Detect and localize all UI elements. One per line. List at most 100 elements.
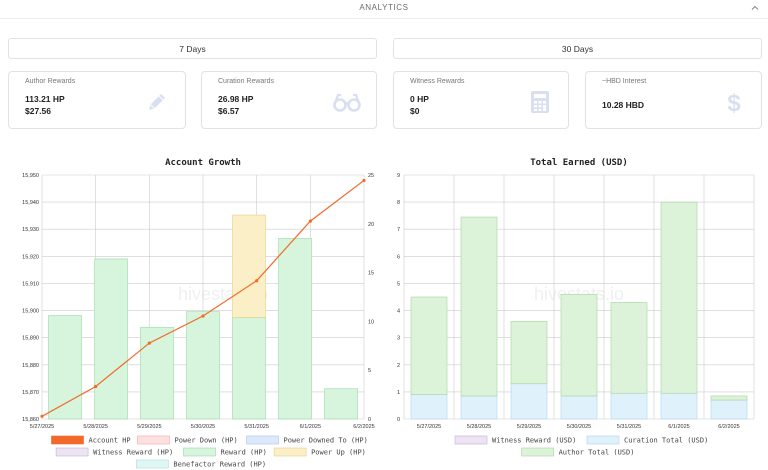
pencil-icon (149, 94, 165, 110)
curation-bar (510, 383, 548, 420)
reward-bar (48, 315, 82, 420)
card-value-usd: $0 (410, 106, 420, 116)
reward-bar (94, 258, 128, 420)
author-bar (660, 201, 698, 394)
section-title: ANALYTICS (359, 3, 409, 12)
account-hp-line (41, 179, 365, 417)
x-tick-label: 5/29/2025 (517, 424, 541, 430)
y-left-tick-label: 15,930 (22, 227, 39, 233)
y-right-tick-label: 15 (368, 271, 374, 277)
x-tick-label: 5/31/2025 (244, 424, 268, 430)
y-right-tick-label: 10 (368, 319, 374, 325)
legend-swatch (521, 447, 554, 457)
author-bar (410, 296, 448, 395)
legend-label: Benefactor Reward (HP) (173, 461, 266, 469)
y-left-tick-label: 15,860 (22, 417, 39, 423)
account-hp-point (147, 341, 151, 345)
curation-bar (710, 399, 748, 420)
card-value-hp: 0 HP (410, 94, 429, 104)
legend-swatch (246, 435, 279, 445)
witness-rewards-card: Witness Rewards 0 HP $0 (393, 71, 569, 129)
legend-label: Power Down (HP) (175, 437, 238, 445)
account-hp-point (308, 219, 312, 223)
svg-text:$: $ (727, 90, 741, 114)
account-hp-point (40, 414, 44, 418)
legend-label: Curation Total (USD) (624, 437, 708, 445)
analytics-header[interactable]: ANALYTICS (0, 0, 768, 19)
card-value-usd: $6.57 (218, 106, 240, 116)
x-tick-label: 5/28/2025 (83, 424, 107, 430)
legend-swatch (136, 459, 169, 469)
y-right-tick-label: 20 (368, 222, 374, 228)
author-bar (710, 395, 748, 401)
curation-rewards-card: Curation Rewards 26.98 HP $6.57 (201, 71, 377, 129)
curation-bar (610, 392, 648, 420)
reward-bar (324, 388, 358, 420)
watermark: hivestats.io (534, 284, 624, 304)
x-tick-label: 5/28/2025 (467, 424, 491, 430)
x-tick-label: 5/30/2025 (567, 424, 591, 430)
legend-label: Reward (HP) (221, 449, 267, 457)
curation-bar (460, 395, 498, 420)
curation-bar (560, 395, 598, 420)
legend-label: Witness Reward (USD) (492, 437, 576, 445)
y-tick-label: 3 (397, 336, 400, 342)
legend-label: Power Downed To (HP) (284, 437, 368, 445)
author-rewards-card: Author Rewards 113.21 HP $27.56 (8, 71, 186, 129)
card-value-hp: 113.21 HP (25, 94, 65, 104)
legend-label: Power Up (HP) (311, 449, 366, 457)
account-hp-point (255, 279, 259, 283)
curation-bar (660, 392, 698, 420)
chevron-up-icon[interactable] (750, 3, 760, 13)
y-tick-label: 8 (397, 200, 400, 206)
x-tick-label: 5/27/2025 (417, 424, 441, 430)
legend-swatch (183, 447, 216, 457)
legend-label: Witness Reward (HP) (93, 449, 173, 457)
y-left-tick-label: 15,920 (22, 254, 39, 260)
card-value-hbd: 10.28 HBD (602, 100, 645, 110)
x-tick-label: 6/2/2025 (353, 424, 374, 430)
author-bar (510, 321, 548, 385)
legend-label: Author Total (USD) (559, 449, 635, 457)
x-tick-label: 6/1/2025 (300, 424, 321, 430)
y-tick-label: 7 (397, 227, 400, 233)
y-left-tick-label: 15,900 (22, 309, 39, 315)
y-tick-label: 6 (397, 254, 400, 260)
x-tick-label: 5/31/2025 (617, 424, 641, 430)
y-right-tick-label: 25 (368, 173, 374, 179)
y-left-tick-label: 15,890 (22, 336, 39, 342)
y-right-tick-label: 5 (368, 368, 371, 374)
x-tick-label: 6/1/2025 (668, 424, 689, 430)
author-bar (560, 293, 598, 397)
card-label: ~HBD Interest (602, 78, 647, 85)
account-hp-point (94, 384, 98, 389)
account-hp-point (201, 314, 205, 318)
reward-bar (186, 311, 220, 420)
calculator-icon (531, 91, 549, 113)
y-left-tick-label: 15,940 (22, 200, 39, 206)
y-tick-label: 9 (397, 173, 400, 179)
dollar-icon: $ (727, 90, 741, 114)
legend-label: Account HP (89, 437, 131, 445)
x-tick-label: 6/2/2025 (718, 424, 739, 430)
legend-swatch (454, 435, 488, 445)
x-tick-label: 5/27/2025 (30, 424, 54, 430)
card-label: Witness Rewards (410, 78, 465, 85)
reward-bar (232, 317, 266, 420)
legend-swatch (51, 435, 84, 445)
y-tick-label: 4 (397, 309, 400, 315)
period-7-days-button[interactable]: 7 Days (8, 38, 377, 59)
y-tick-label: 0 (397, 417, 400, 423)
chart-title: Account Growth (165, 158, 241, 168)
period-30-days-button[interactable]: 30 Days (393, 38, 762, 59)
y-left-tick-label: 15,910 (22, 281, 39, 287)
author-bar (610, 302, 648, 394)
y-left-tick-label: 15,870 (22, 390, 39, 396)
chart-title: Total Earned (USD) (530, 158, 628, 168)
glasses-icon (333, 93, 361, 112)
author-bar (460, 216, 498, 397)
y-right-tick-label: 0 (368, 417, 371, 423)
legend-swatch (137, 435, 170, 445)
power-up-bar (232, 214, 266, 318)
hbd-interest-card: ~HBD Interest 10.28 HBD $ (585, 71, 762, 129)
